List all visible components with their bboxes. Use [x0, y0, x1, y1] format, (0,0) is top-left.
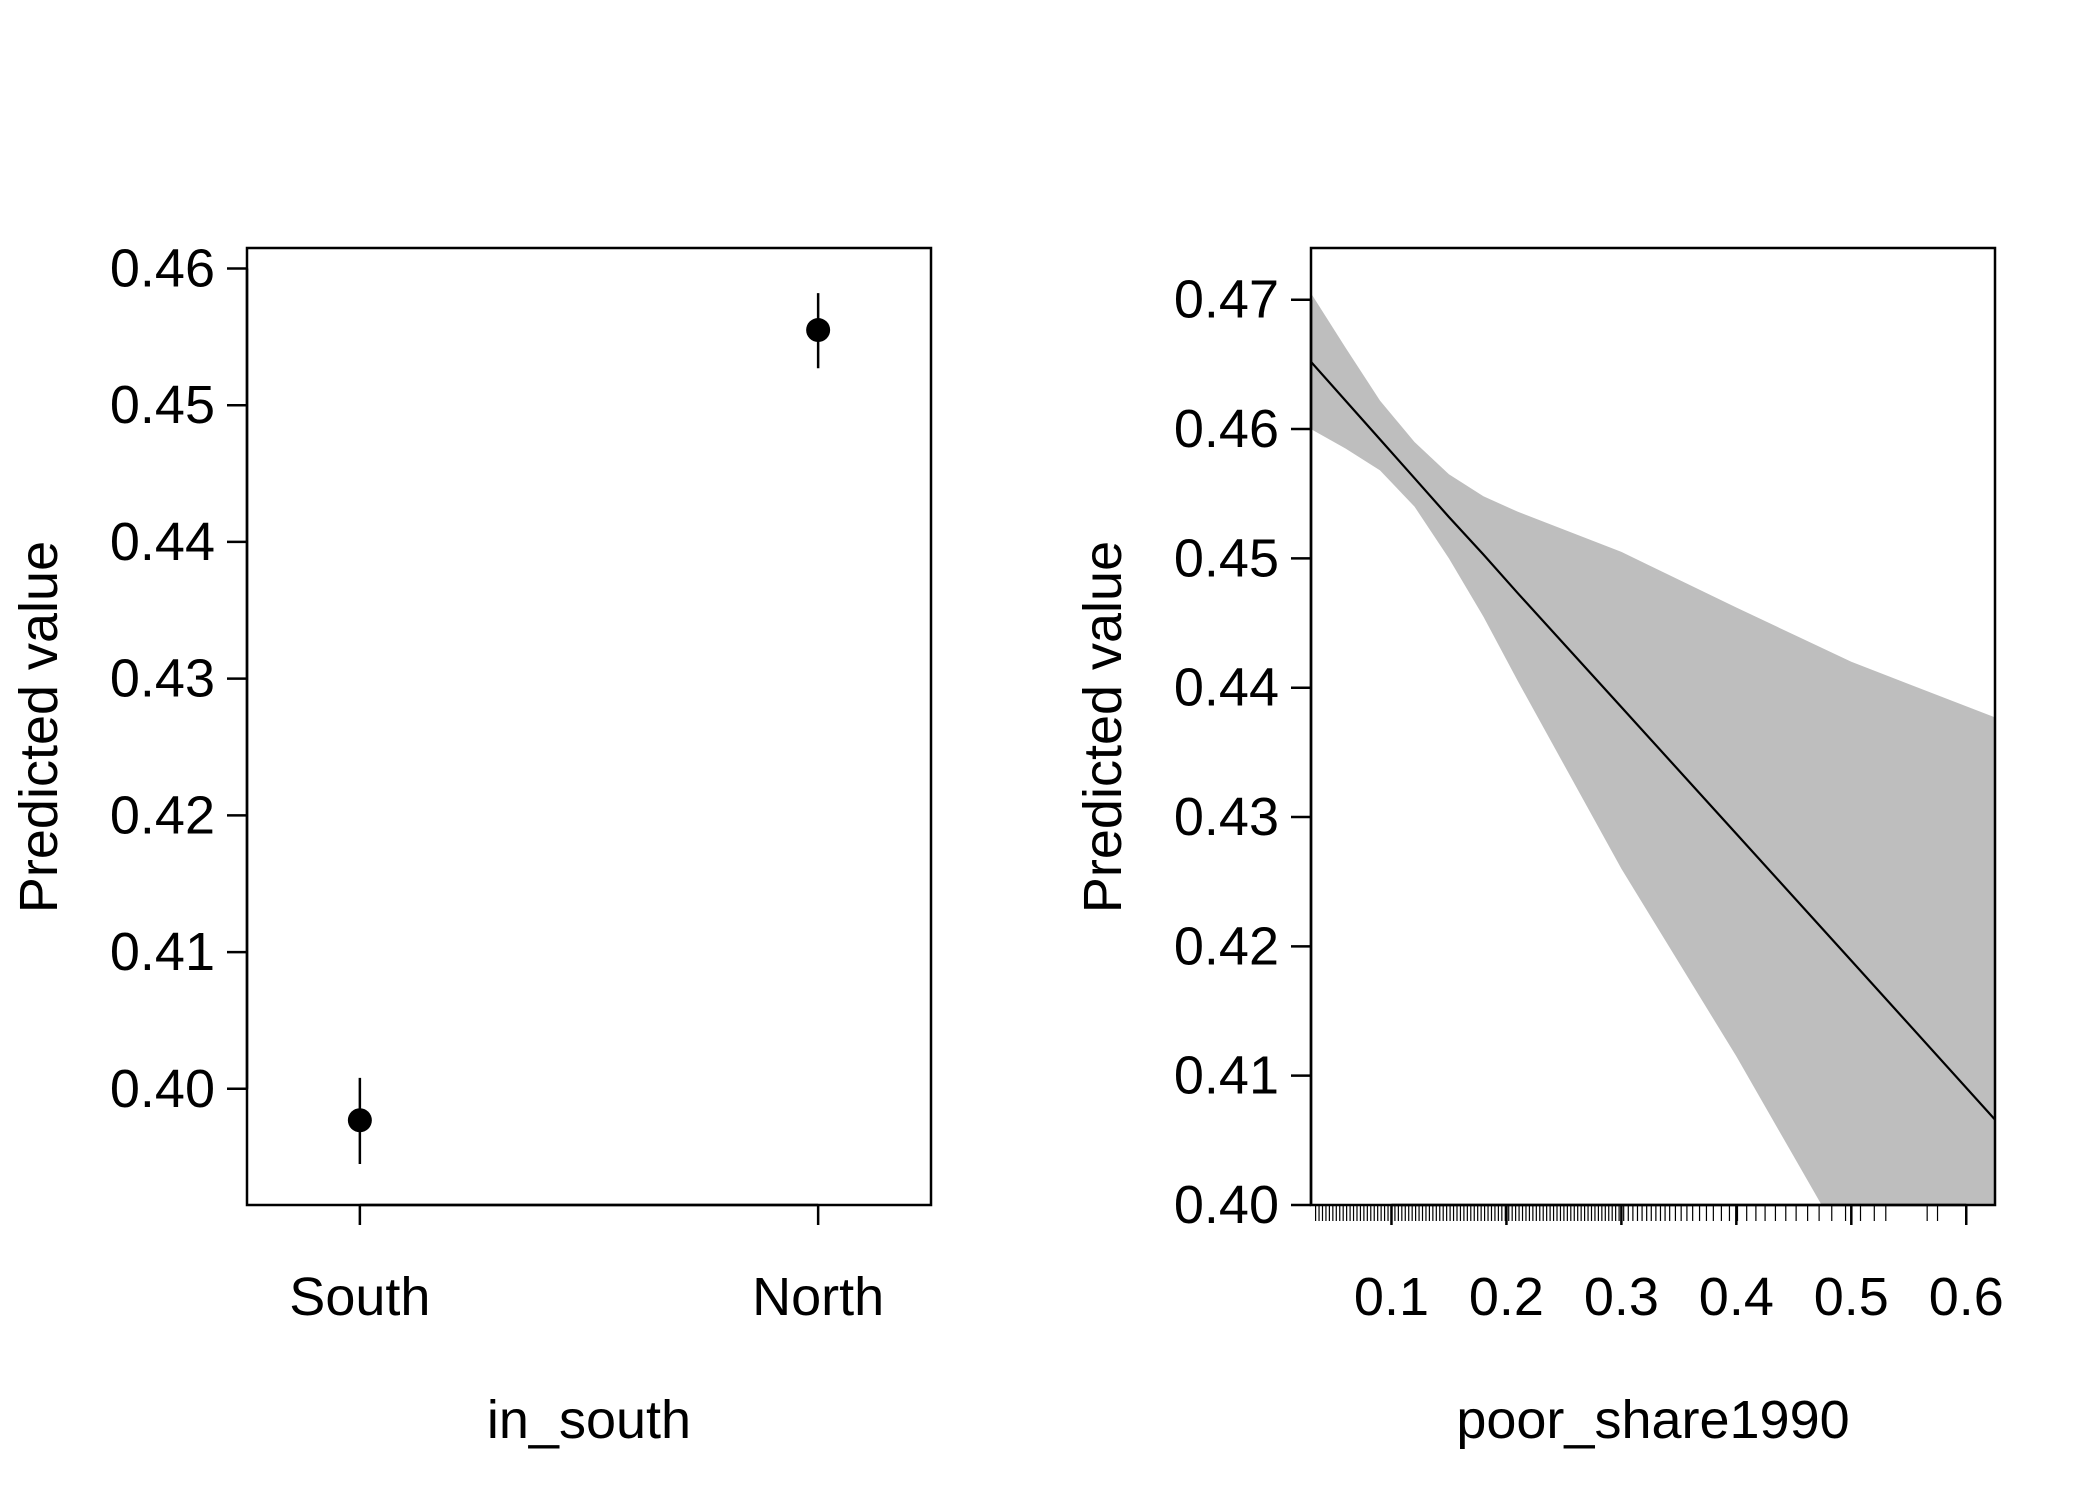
y-tick-label-right: 0.45	[1174, 528, 1279, 588]
x-tick-label-right: 0.2	[1469, 1267, 1544, 1327]
y-tick-label-right: 0.41	[1174, 1046, 1279, 1106]
y-tick-label-right: 0.46	[1174, 399, 1279, 459]
y-tick-label-left: 0.42	[110, 785, 215, 845]
confidence-band	[1311, 293, 1995, 1205]
x-tick-label-right: 0.5	[1814, 1267, 1889, 1327]
plot-frame-left	[245, 246, 933, 1207]
y-tick-label-right: 0.40	[1174, 1175, 1279, 1235]
panel-right	[1291, 246, 1997, 1225]
x-tick-label-right: 0.4	[1699, 1267, 1774, 1327]
y-tick-label-left: 0.40	[110, 1059, 215, 1119]
y-tick-label-left: 0.44	[110, 512, 215, 572]
y-tick-label-left: 0.43	[110, 649, 215, 709]
x-tick-label-left: South	[289, 1267, 430, 1327]
y-tick-label-right: 0.42	[1174, 916, 1279, 976]
x-tick-label-right: 0.1	[1354, 1267, 1429, 1327]
panel-left	[227, 246, 933, 1225]
x-axis-label-right: poor_share1990	[1456, 1390, 1849, 1450]
y-tick-label-right: 0.47	[1174, 270, 1279, 330]
fitted-line	[1311, 361, 1995, 1121]
y-tick-label-left: 0.46	[110, 239, 215, 299]
y-tick-label-right: 0.44	[1174, 658, 1279, 718]
y-tick-label-right: 0.43	[1174, 787, 1279, 847]
x-tick-label-right: 0.3	[1584, 1267, 1659, 1327]
rug-marks	[1314, 1205, 1967, 1221]
x-axis-label-left: in_south	[487, 1390, 691, 1450]
y-axis-label-left: Predicted value	[9, 541, 69, 913]
data-point	[347, 1108, 372, 1133]
y-axis-label-right: Predicted value	[1073, 541, 1133, 913]
y-tick-label-left: 0.45	[110, 375, 215, 435]
data-point	[806, 318, 831, 343]
x-tick-label-left: North	[752, 1267, 884, 1327]
y-tick-label-left: 0.41	[110, 922, 215, 982]
x-tick-label-right: 0.6	[1929, 1267, 2004, 1327]
